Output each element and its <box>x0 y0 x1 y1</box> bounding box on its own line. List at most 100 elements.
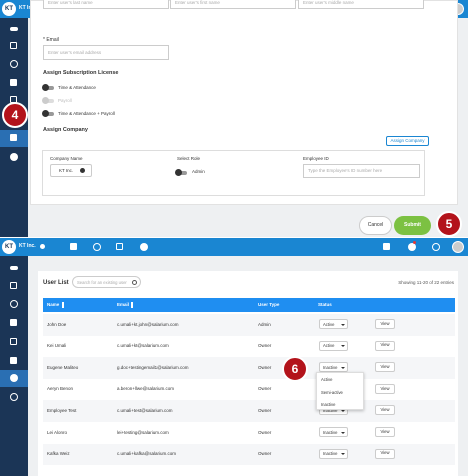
notification-dot <box>413 241 416 244</box>
icon[interactable] <box>10 282 17 289</box>
icon[interactable] <box>10 79 17 86</box>
table-row <box>43 422 455 444</box>
user-email: c.umali+kafka@salarium.com <box>117 451 176 457</box>
sidebar <box>0 18 28 238</box>
user-type: Admin <box>258 321 271 327</box>
step-badge: 5 <box>436 211 462 237</box>
user-type: Owner <box>258 364 272 370</box>
icon[interactable] <box>10 153 18 161</box>
placeholder: Type the Employee's ID number here <box>308 168 383 173</box>
company-caret[interactable] <box>40 244 45 249</box>
toggle-knob[interactable] <box>42 84 49 91</box>
submit-button[interactable]: Submit <box>394 216 431 235</box>
icon[interactable] <box>116 243 123 250</box>
license-label: Payroll <box>58 98 72 103</box>
icon[interactable] <box>408 243 416 251</box>
status-dropdown[interactable]: Inactive <box>319 427 348 437</box>
view-button[interactable]: View <box>375 405 395 416</box>
text-input[interactable]: Enter user's first name <box>170 0 296 9</box>
toggle-knob[interactable] <box>175 169 182 176</box>
table-row <box>43 443 455 466</box>
text-input[interactable]: Enter user's middle name <box>298 0 424 9</box>
icon[interactable] <box>70 243 77 250</box>
company-name[interactable]: KT Inc. <box>19 5 36 11</box>
status-dropdown[interactable]: Inactive <box>319 448 348 459</box>
view-button[interactable]: View <box>375 383 395 394</box>
icon[interactable] <box>383 243 390 250</box>
search-input[interactable]: Search for an existing user <box>72 276 141 288</box>
company-chip[interactable]: KT Inc. <box>50 164 92 177</box>
icon[interactable] <box>10 393 18 401</box>
status-dropdown[interactable]: Inactive <box>319 362 348 373</box>
text-input[interactable]: Enter user's last name <box>43 0 169 9</box>
user-type: Owner <box>258 429 272 435</box>
view-button[interactable]: View <box>375 319 395 329</box>
column-header[interactable]: Email <box>117 302 130 307</box>
placeholder: Enter user's last name <box>48 0 93 5</box>
view-button[interactable]: View <box>375 340 395 351</box>
placeholder: Enter user's first name <box>175 0 220 5</box>
section-heading: Assign Company <box>43 127 88 133</box>
chip-remove[interactable] <box>80 168 85 173</box>
icon[interactable] <box>432 243 440 251</box>
status-option[interactable]: Semi-active <box>321 389 343 395</box>
email-label: * Email <box>43 37 59 43</box>
user-email: g.doc+testingemail1@salarium.com <box>117 364 189 370</box>
placeholder: Enter user's middle name <box>303 0 354 5</box>
sort-icon[interactable] <box>62 302 64 308</box>
icon[interactable] <box>10 27 18 31</box>
placeholder: Search for an existing user <box>77 279 127 285</box>
status-menu: Active Semi-active Inactive <box>316 372 364 410</box>
icon[interactable] <box>10 357 17 364</box>
view-button[interactable]: View <box>375 427 395 437</box>
icon[interactable] <box>10 42 17 49</box>
employee-id-input[interactable]: Type the Employee's ID number here <box>303 164 420 178</box>
icon[interactable] <box>10 374 18 382</box>
user-type: Owner <box>258 343 272 349</box>
view-button[interactable]: View <box>375 448 395 459</box>
search-icon <box>132 279 137 285</box>
caret <box>341 345 345 348</box>
caret <box>341 366 345 369</box>
chip-label: KT Inc. <box>59 168 74 173</box>
cancel-button[interactable]: Cancel <box>359 216 392 235</box>
view-button[interactable]: View <box>375 362 395 373</box>
logo: KT <box>2 240 16 254</box>
table-row <box>43 335 455 358</box>
column-header: Status <box>318 302 332 307</box>
icon[interactable] <box>10 60 18 68</box>
user-email: c.umali+test@salarium.com <box>117 407 173 413</box>
user-email: a.beron+llwe@salarium.com <box>117 386 174 392</box>
user-name: Aeryn Benon <box>47 386 74 392</box>
toggle-knob[interactable] <box>42 97 49 104</box>
column-header[interactable]: Name <box>47 302 60 307</box>
user-type: Owner <box>258 451 272 457</box>
icon[interactable] <box>10 300 18 308</box>
status-dropdown[interactable]: Active <box>319 319 348 329</box>
icon[interactable] <box>93 243 101 251</box>
status-value: Inactive <box>323 429 338 435</box>
status-dropdown[interactable]: Active <box>319 340 348 351</box>
company-name[interactable]: KT Inc. <box>19 243 36 249</box>
status-option[interactable]: Inactive <box>321 402 336 407</box>
icon[interactable] <box>10 319 17 326</box>
icon[interactable] <box>10 338 17 345</box>
user-name: Employee Test <box>47 407 77 413</box>
status-value: Active <box>323 343 335 349</box>
status-option[interactable]: Active <box>321 377 333 382</box>
icon[interactable] <box>140 243 148 251</box>
icon[interactable] <box>10 134 17 141</box>
assign-company-button[interactable]: Assign Company <box>386 136 429 146</box>
status-value: Inactive <box>323 451 338 457</box>
user-name: Lei Alonro <box>47 429 68 435</box>
logo: KT <box>2 2 16 16</box>
icon[interactable] <box>10 266 18 270</box>
sort-icon[interactable] <box>131 302 133 308</box>
email-input[interactable]: Enter user's email address <box>43 45 169 60</box>
user-type: Owner <box>258 407 272 413</box>
toggle-knob[interactable] <box>42 110 49 117</box>
profile-avatar[interactable] <box>452 241 464 253</box>
top-bar <box>0 238 468 256</box>
user-email: c.umali+kt@salarium.com <box>117 343 169 349</box>
